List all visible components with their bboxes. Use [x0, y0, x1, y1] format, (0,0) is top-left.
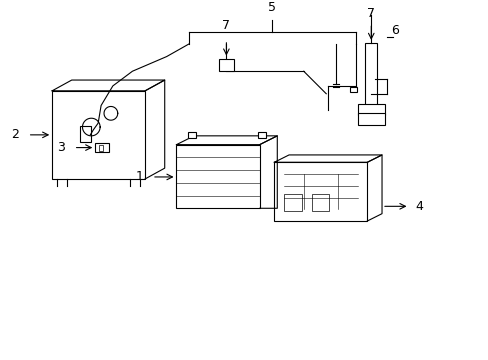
Bar — [311, 194, 328, 211]
Bar — [284, 194, 301, 211]
Bar — [274, 162, 366, 221]
Text: 5: 5 — [268, 1, 276, 14]
Bar — [80, 126, 91, 142]
Bar — [257, 132, 265, 138]
Text: 2: 2 — [11, 129, 19, 141]
Text: 6: 6 — [390, 24, 398, 37]
Text: 7: 7 — [366, 7, 374, 20]
Bar — [176, 145, 259, 208]
Text: 4: 4 — [414, 200, 422, 213]
Text: 1: 1 — [135, 170, 143, 184]
Bar — [349, 87, 356, 92]
Text: 3: 3 — [57, 141, 65, 154]
Bar — [365, 43, 376, 113]
Bar — [95, 143, 109, 153]
Text: 7: 7 — [222, 19, 230, 32]
Bar — [52, 91, 145, 179]
Bar — [99, 145, 103, 150]
Bar — [357, 104, 384, 115]
Bar — [218, 59, 234, 71]
Bar — [188, 132, 196, 138]
Bar — [357, 113, 384, 125]
